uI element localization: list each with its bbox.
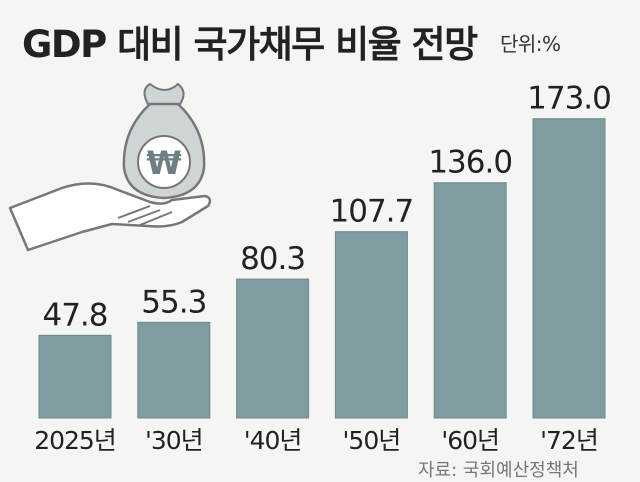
value-label-4: 136.0: [428, 145, 512, 181]
category-label-3: '50년: [343, 426, 401, 455]
unit-label: 단위:%: [500, 32, 561, 56]
value-label-1: 55.3: [141, 284, 206, 320]
value-label-2: 80.3: [240, 241, 305, 277]
value-label-3: 107.7: [330, 194, 414, 230]
money-bag-hand-icon: ₩: [8, 82, 212, 252]
source-note: 자료: 국회예산정책처: [418, 460, 579, 481]
category-label-1: '30년: [145, 426, 203, 455]
bar-1: [137, 321, 211, 419]
category-label-5: '72년: [540, 426, 598, 455]
won-symbol: ₩: [146, 144, 181, 182]
value-label-5: 173.0: [527, 81, 611, 117]
bar-0: [38, 334, 112, 419]
category-label-2: '40년: [244, 426, 302, 455]
bar-5: [532, 118, 606, 419]
category-label-0: 2025년: [34, 426, 116, 455]
value-label-0: 47.8: [42, 297, 107, 333]
bar-4: [433, 182, 507, 419]
bar-2: [236, 278, 310, 419]
chart-title: GDP 대비 국가채무 비율 전망: [22, 23, 478, 66]
category-label-4: '60년: [441, 426, 499, 455]
bar-3: [334, 231, 408, 419]
